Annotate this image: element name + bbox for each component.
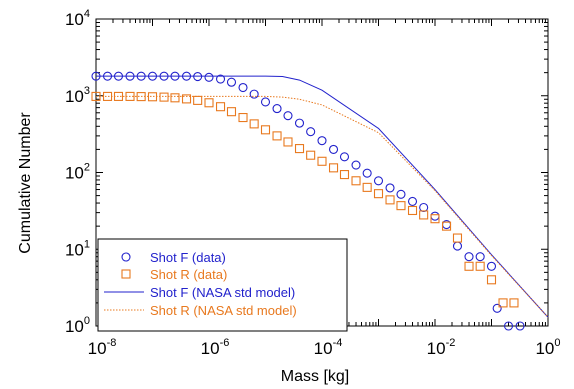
data-point-circle bbox=[503, 321, 514, 331]
data-point-square bbox=[159, 92, 169, 102]
axis-ticks bbox=[95, 18, 549, 327]
data-point-circle bbox=[385, 183, 395, 193]
data-point-circle bbox=[249, 89, 259, 99]
data-point-square bbox=[193, 95, 203, 105]
data-point-circle bbox=[486, 261, 497, 271]
data-point-square bbox=[373, 189, 384, 199]
data-point-circle bbox=[396, 189, 406, 199]
data-point-square bbox=[351, 176, 361, 186]
data-point-circle bbox=[419, 202, 429, 213]
data-point-square bbox=[362, 182, 372, 192]
legend-circle-marker bbox=[121, 252, 131, 262]
legend-item-shot-f-model: Shot F (NASA std model) bbox=[104, 285, 295, 300]
data-point-square bbox=[181, 94, 192, 104]
data-point-square bbox=[452, 233, 463, 243]
data-point-circle bbox=[452, 241, 463, 251]
data-point-circle bbox=[351, 160, 361, 170]
legend-label-shot-f-model: Shot F (NASA std model) bbox=[150, 285, 295, 300]
legend-item-shot-r-data: Shot R (data) bbox=[121, 267, 227, 282]
series-2 bbox=[91, 91, 519, 308]
data-point-circle bbox=[475, 252, 485, 262]
data-point-circle bbox=[238, 82, 248, 93]
data-point-circle bbox=[373, 176, 384, 186]
legend: Shot F (data) Shot R (data) Shot F (NASA… bbox=[97, 238, 348, 332]
data-point-circle bbox=[272, 104, 282, 114]
data-point-square bbox=[272, 131, 282, 141]
data-point-circle bbox=[204, 72, 214, 82]
legend-square-marker bbox=[121, 269, 131, 279]
x-tick-label: 10-8 bbox=[88, 337, 117, 358]
legend-box bbox=[97, 238, 348, 332]
data-point-square bbox=[249, 119, 259, 129]
data-point-square bbox=[306, 150, 316, 160]
series-layer bbox=[91, 71, 549, 331]
data-point-circle bbox=[328, 144, 339, 154]
data-point-circle bbox=[492, 303, 502, 313]
series-3 bbox=[96, 75, 549, 318]
data-point-square bbox=[407, 205, 418, 216]
data-point-square bbox=[238, 112, 248, 123]
model-line-dotted bbox=[96, 95, 549, 318]
tick-labels: 10-8 10-6 10-4 10-2 100 100 101 102 103 104 bbox=[65, 8, 561, 358]
data-point-square bbox=[339, 170, 350, 180]
series-4 bbox=[96, 95, 549, 318]
x-tick-label: 10-2 bbox=[427, 337, 456, 358]
y-tick-label: 103 bbox=[65, 85, 90, 106]
data-point-circle bbox=[339, 152, 350, 162]
data-point-circle bbox=[362, 168, 372, 178]
data-point-square bbox=[215, 102, 226, 112]
legend-label-shot-f-data: Shot F (data) bbox=[150, 250, 226, 265]
legend-label-shot-r-data: Shot R (data) bbox=[150, 267, 227, 282]
y-tick-label: 104 bbox=[65, 8, 90, 29]
data-point-circle bbox=[515, 321, 525, 331]
data-point-circle bbox=[260, 97, 271, 107]
y-tick-label: 101 bbox=[65, 238, 90, 259]
legend-item-shot-f-data: Shot F (data) bbox=[121, 250, 226, 265]
legend-label-shot-r-model: Shot R (NASA std model) bbox=[150, 303, 297, 318]
data-point-square bbox=[486, 275, 497, 285]
data-point-square bbox=[464, 261, 474, 271]
data-point-square bbox=[328, 163, 339, 173]
y-axis-title: Cumulative Number bbox=[17, 112, 34, 254]
y-tick-label: 102 bbox=[65, 162, 90, 183]
data-point-square bbox=[396, 201, 406, 211]
data-point-square bbox=[170, 93, 180, 103]
data-point-square bbox=[441, 221, 452, 231]
legend-item-shot-r-model: Shot R (NASA std model) bbox=[104, 303, 297, 318]
model-line-solid bbox=[96, 75, 549, 318]
data-point-circle bbox=[407, 196, 418, 206]
data-point-square bbox=[419, 210, 429, 220]
data-point-square bbox=[102, 91, 113, 101]
data-point-circle bbox=[317, 136, 327, 146]
data-point-square bbox=[385, 195, 395, 205]
data-point-square bbox=[509, 298, 519, 308]
data-point-square bbox=[475, 261, 485, 271]
data-point-square bbox=[147, 92, 158, 102]
x-tick-label: 100 bbox=[535, 337, 560, 358]
y-tick-label: 100 bbox=[65, 315, 90, 336]
data-point-circle bbox=[464, 252, 474, 262]
data-point-square bbox=[226, 107, 237, 117]
data-point-square bbox=[498, 298, 508, 308]
data-point-square bbox=[283, 137, 293, 147]
data-point-square bbox=[260, 125, 271, 135]
data-point-square bbox=[430, 214, 440, 224]
data-point-circle bbox=[226, 77, 237, 87]
data-point-circle bbox=[430, 211, 440, 221]
data-point-circle bbox=[306, 127, 316, 137]
x-tick-label: 10-6 bbox=[201, 337, 230, 358]
data-point-square bbox=[317, 156, 327, 166]
data-point-square bbox=[204, 98, 214, 108]
x-tick-label: 10-4 bbox=[314, 337, 343, 358]
data-point-square bbox=[294, 144, 305, 154]
x-axis-title: Mass [kg] bbox=[281, 368, 349, 385]
data-point-circle bbox=[294, 118, 305, 128]
data-point-circle bbox=[215, 74, 226, 84]
data-point-circle bbox=[283, 111, 293, 121]
